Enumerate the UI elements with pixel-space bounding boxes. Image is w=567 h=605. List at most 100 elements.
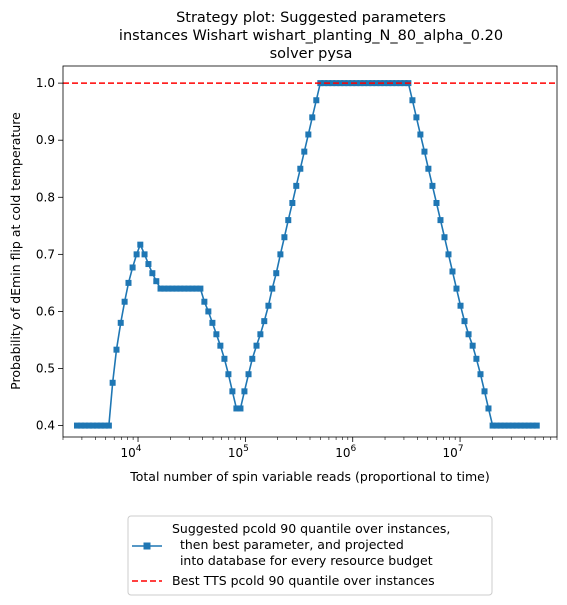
suggested-point-39 bbox=[229, 388, 236, 395]
suggested-point-77 bbox=[381, 80, 388, 87]
suggested-point-112 bbox=[521, 422, 528, 429]
suggested-point-48 bbox=[265, 302, 272, 309]
suggested-point-44 bbox=[249, 355, 256, 362]
suggested-point-57 bbox=[301, 148, 308, 155]
suggested-point-0 bbox=[73, 422, 80, 429]
suggested-point-85 bbox=[413, 114, 420, 121]
y-axis-label: Probability of dEmin flip at cold temper… bbox=[8, 112, 23, 390]
suggested-point-25 bbox=[173, 285, 180, 292]
suggested-point-50 bbox=[273, 270, 280, 277]
suggested-point-37 bbox=[221, 355, 228, 362]
suggested-point-41 bbox=[237, 405, 244, 412]
suggested-point-5 bbox=[94, 422, 101, 429]
suggested-point-68 bbox=[345, 80, 352, 87]
suggested-point-107 bbox=[501, 422, 508, 429]
chart-title-line-1: Strategy plot: Suggested parameters bbox=[176, 10, 446, 26]
y-tick-label-6: 1.0 bbox=[36, 76, 55, 90]
suggested-point-36 bbox=[217, 342, 224, 349]
suggested-point-108 bbox=[505, 422, 512, 429]
suggested-point-40 bbox=[233, 405, 240, 412]
suggested-point-93 bbox=[445, 251, 452, 258]
suggested-point-60 bbox=[313, 97, 320, 104]
suggested-point-90 bbox=[433, 199, 440, 206]
suggested-point-104 bbox=[489, 422, 496, 429]
suggested-point-14 bbox=[129, 264, 136, 271]
suggested-point-13 bbox=[125, 279, 132, 286]
y-tick-label-4: 0.8 bbox=[36, 190, 55, 204]
x-tick-label-0: 104 bbox=[121, 444, 142, 460]
suggested-point-87 bbox=[421, 148, 428, 155]
y-tick-label-2: 0.6 bbox=[36, 304, 55, 318]
suggested-point-75 bbox=[373, 80, 380, 87]
suggested-point-86 bbox=[417, 131, 424, 138]
x-tick-label-1: 105 bbox=[228, 444, 249, 460]
suggested-point-16 bbox=[137, 241, 144, 248]
suggested-point-31 bbox=[197, 285, 204, 292]
suggested-point-32 bbox=[201, 298, 208, 305]
y-tick-label-0: 0.4 bbox=[36, 419, 55, 433]
suggested-point-114 bbox=[529, 422, 536, 429]
suggested-point-106 bbox=[497, 422, 504, 429]
suggested-point-49 bbox=[269, 285, 276, 292]
suggested-point-105 bbox=[493, 422, 500, 429]
suggested-point-4 bbox=[89, 422, 96, 429]
suggested-point-91 bbox=[437, 217, 444, 224]
legend-box bbox=[127, 515, 493, 596]
legend-label-best-tts: Best TTS pcold 90 quantile over instance… bbox=[172, 573, 435, 588]
suggested-point-95 bbox=[453, 285, 460, 292]
y-axis: 0.4 0.5 0.6 0.7 0.8 0.9 1.0 bbox=[36, 76, 63, 433]
suggested-point-96 bbox=[457, 302, 464, 309]
suggested-point-19 bbox=[149, 270, 156, 277]
legend-label-suggested-line-1: Suggested pcold 90 quantile over instanc… bbox=[172, 521, 450, 536]
suggested-point-42 bbox=[241, 388, 248, 395]
x-axis: 104 105 106 107 bbox=[62, 437, 558, 460]
suggested-point-84 bbox=[409, 97, 416, 104]
suggested-point-64 bbox=[329, 80, 336, 87]
chart-title-line-2: instances Wishart wishart_planting_N_80_… bbox=[119, 28, 503, 44]
suggested-point-9 bbox=[109, 379, 116, 386]
chart-title: Strategy plot: Suggested parameters inst… bbox=[119, 10, 503, 62]
suggested-point-66 bbox=[337, 80, 344, 87]
legend-label-suggested-line-2: then best parameter, and projected bbox=[172, 537, 404, 552]
suggested-point-1 bbox=[78, 422, 85, 429]
suggested-point-101 bbox=[477, 371, 484, 378]
suggested-point-47 bbox=[261, 318, 268, 325]
suggested-point-38 bbox=[225, 371, 232, 378]
suggested-point-54 bbox=[289, 199, 296, 206]
suggested-point-55 bbox=[293, 182, 300, 189]
suggested-point-109 bbox=[509, 422, 516, 429]
suggested-point-98 bbox=[465, 331, 472, 338]
suggested-point-29 bbox=[189, 285, 196, 292]
suggested-point-45 bbox=[253, 342, 260, 349]
suggested-point-92 bbox=[441, 234, 448, 241]
suggested-point-18 bbox=[145, 261, 152, 268]
suggested-point-35 bbox=[213, 331, 220, 338]
suggested-point-17 bbox=[141, 251, 148, 258]
suggested-point-102 bbox=[481, 388, 488, 395]
suggested-point-6 bbox=[97, 422, 104, 429]
suggested-point-52 bbox=[281, 234, 288, 241]
suggested-point-12 bbox=[121, 298, 128, 305]
suggested-point-3 bbox=[86, 422, 93, 429]
suggested-point-53 bbox=[285, 217, 292, 224]
suggested-point-27 bbox=[181, 285, 188, 292]
suggested-point-56 bbox=[297, 165, 304, 172]
suggested-point-73 bbox=[365, 80, 372, 87]
x-tick-label-3: 107 bbox=[443, 444, 464, 460]
suggested-point-94 bbox=[449, 268, 456, 275]
suggested-point-51 bbox=[277, 251, 284, 258]
suggested-point-46 bbox=[257, 331, 264, 338]
suggested-point-11 bbox=[117, 319, 124, 326]
suggested-point-100 bbox=[473, 355, 480, 362]
suggested-point-59 bbox=[309, 114, 316, 121]
plot-area bbox=[62, 65, 558, 438]
suggested-point-99 bbox=[469, 342, 476, 349]
chart-title-line-3: solver pysa bbox=[270, 46, 353, 62]
y-tick-label-1: 0.5 bbox=[36, 362, 55, 376]
suggested-point-30 bbox=[193, 285, 200, 292]
suggested-point-110 bbox=[513, 422, 520, 429]
legend-label-suggested-line-3: into database for every resource budget bbox=[172, 553, 433, 568]
suggested-point-15 bbox=[133, 251, 140, 258]
suggested-point-8 bbox=[105, 422, 112, 429]
